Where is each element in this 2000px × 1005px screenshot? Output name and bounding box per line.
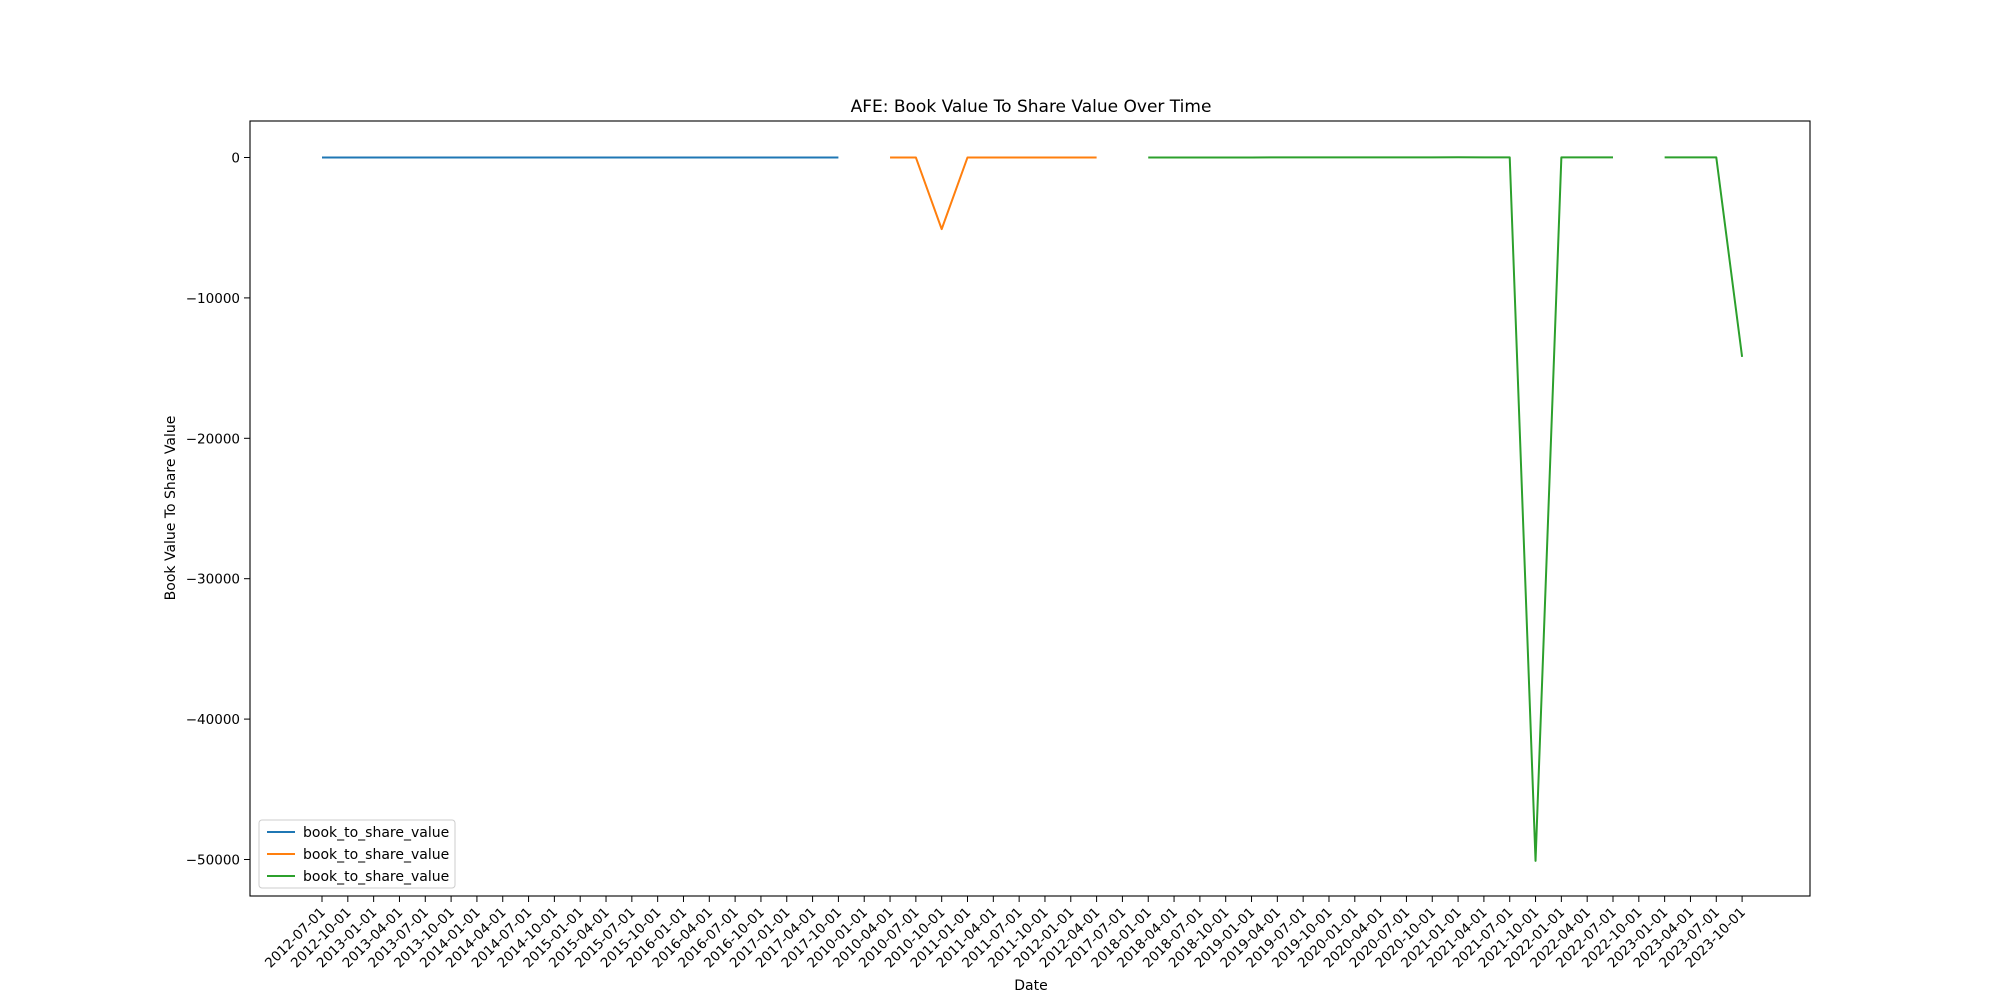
legend: book_to_share_value book_to_share_value …: [259, 820, 455, 888]
y-tick-label: −20000: [186, 431, 240, 447]
y-axis-label: Book Value To Share Value: [163, 416, 179, 601]
y-tick-label: −50000: [186, 852, 240, 868]
legend-label-series-1: book_to_share_value: [303, 825, 449, 841]
y-tick-label: −30000: [186, 572, 240, 588]
y-tick-label: 0: [231, 151, 240, 167]
legend-label-series-2: book_to_share_value: [303, 847, 449, 863]
legend-label-series-3: book_to_share_value: [303, 869, 449, 885]
y-tick-label: −40000: [186, 712, 240, 728]
chart-title: AFE: Book Value To Share Value Over Time: [851, 97, 1212, 117]
x-axis-label: Date: [1014, 978, 1047, 994]
y-tick-label: −10000: [186, 291, 240, 307]
